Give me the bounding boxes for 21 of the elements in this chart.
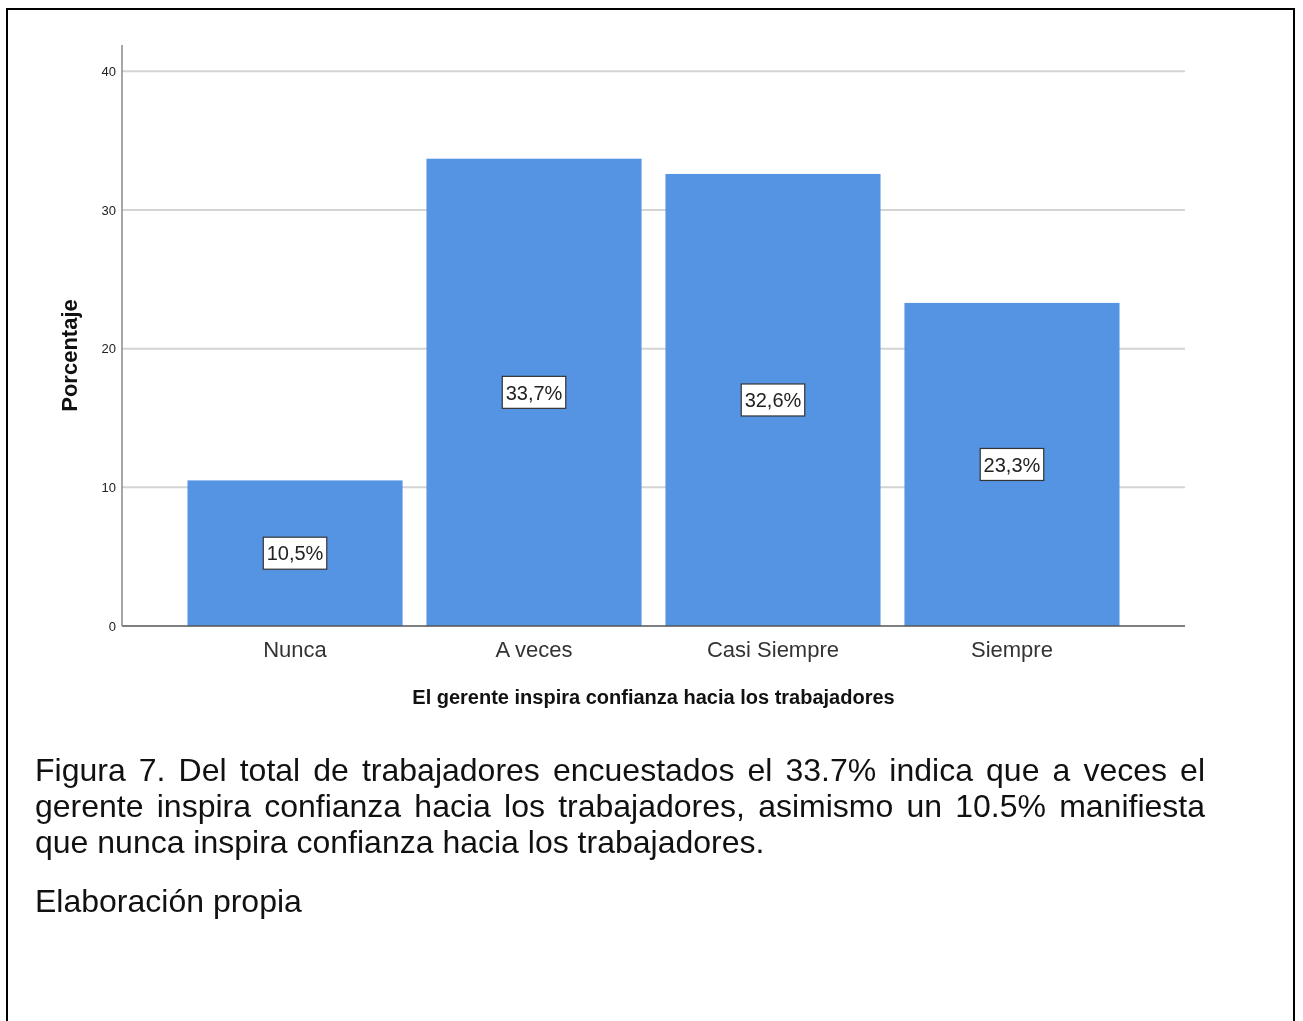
data-label: 23,3% [983, 453, 1041, 476]
y-tick-label: 10 [101, 480, 116, 496]
bar [904, 302, 1120, 626]
bar [426, 158, 642, 626]
y-tick-label: 20 [101, 341, 116, 357]
text: Elaboración propia [35, 883, 303, 919]
bar [665, 173, 881, 626]
x-tick-label: Casi Siempre [706, 637, 840, 662]
bar [187, 480, 403, 626]
data-label: 33,7% [505, 381, 563, 404]
y-tick-label: 40 [101, 64, 116, 80]
x-tick-label: A veces [495, 637, 573, 662]
data-label: 32,6% [744, 389, 802, 412]
x-axis-title: El gerente inspira confianza hacia los trabajadores [412, 686, 895, 708]
x-tick-label: Nunca [263, 637, 328, 662]
y-tick-label: 0 [108, 618, 116, 634]
y-axis-title: Porcentaje [57, 299, 82, 412]
text: Figura 7. Del total de trabajadores encuestados el 33.7% indica que a veces el gerente inspira confianza hacia los trabajadores, asimismo un 10.5% manifiesta que nunca inspira confianza hacia los trabajadores. [35, 752, 1205, 860]
data-label: 10,5% [266, 542, 324, 565]
x-tick-label: Siempre [971, 637, 1053, 662]
y-tick-label: 30 [101, 202, 116, 218]
